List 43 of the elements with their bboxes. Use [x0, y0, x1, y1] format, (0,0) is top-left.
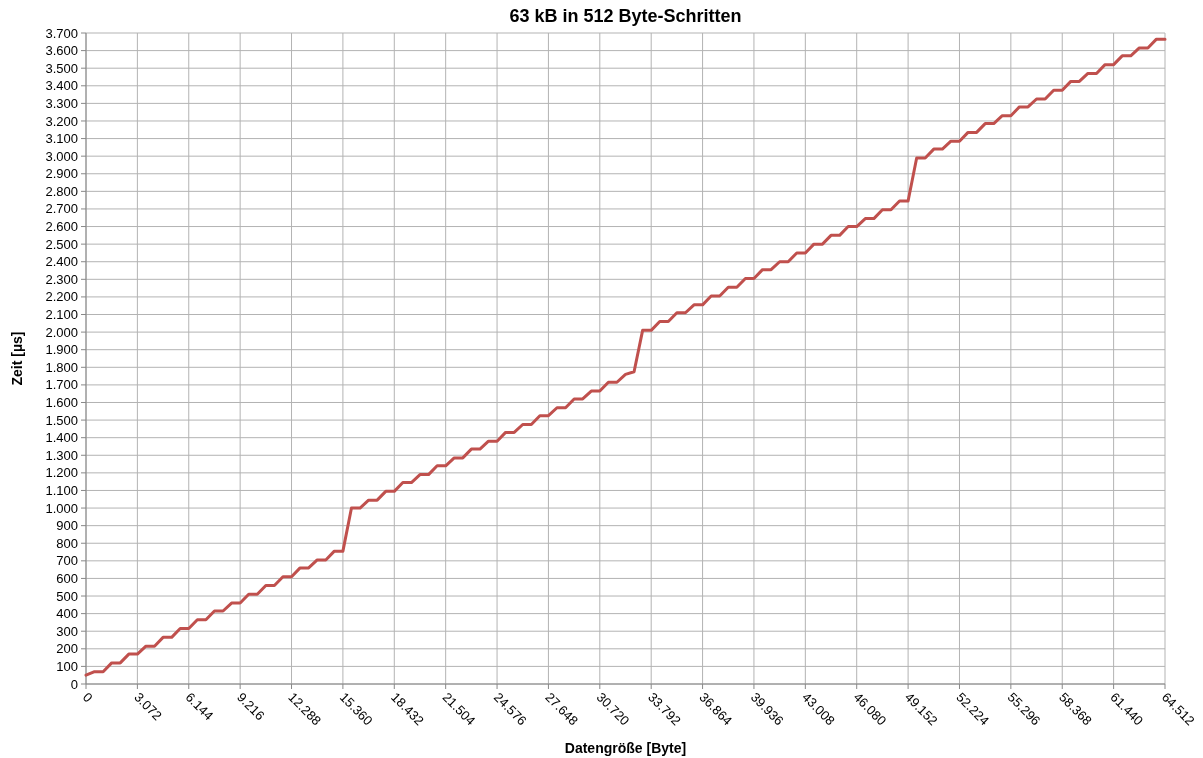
y-tick-label: 2.700	[45, 201, 78, 217]
y-tick-label: 2.900	[45, 166, 78, 182]
y-tick-label: 1.800	[45, 359, 78, 375]
y-tick-label: 3.100	[45, 131, 78, 147]
line-series	[84, 37, 1167, 677]
y-tick-label: 100	[56, 658, 78, 674]
y-tick-label: 600	[56, 570, 78, 586]
y-tick-label: 200	[56, 641, 78, 657]
y-tick-label: 900	[56, 518, 78, 534]
y-tick-label: 1.700	[45, 377, 78, 393]
y-tick-label: 3.400	[45, 78, 78, 94]
y-tick-label: 3.600	[45, 43, 78, 59]
y-tick-label: 2.300	[45, 271, 78, 287]
y-tick-label: 3.500	[45, 60, 78, 76]
y-tick-label: 2.800	[45, 183, 78, 199]
x-axis-title: Datengröße [Byte]	[564, 740, 687, 756]
y-tick-label: 1.300	[45, 447, 78, 463]
y-axis-title: Zeit [µs]	[9, 331, 25, 386]
y-tick-label: 2.400	[45, 254, 78, 270]
y-tick-label: 0	[70, 676, 78, 692]
y-tick-label: 1.200	[45, 465, 78, 481]
y-tick-label: 3.700	[45, 25, 78, 41]
y-tick-label: 3.300	[45, 95, 78, 111]
y-tick-label: 300	[56, 623, 78, 639]
y-tick-label: 1.000	[45, 500, 78, 516]
y-tick-label: 1.900	[45, 342, 78, 358]
y-tick-label: 800	[56, 535, 78, 551]
y-tick-label: 2.100	[45, 307, 78, 323]
y-tick-label: 1.400	[45, 430, 78, 446]
y-tick-label: 2.600	[45, 219, 78, 235]
y-tick-label: 2.500	[45, 236, 78, 252]
x-tick-label: 0	[79, 689, 96, 706]
y-tick-label: 500	[56, 588, 78, 604]
y-tick-label: 1.100	[45, 483, 78, 499]
chart-title: 63 kB in 512 Byte-Schritten	[509, 6, 742, 26]
y-tick-label: 700	[56, 553, 78, 569]
y-tick-label: 1.500	[45, 412, 78, 428]
y-tick-label: 1.600	[45, 395, 78, 411]
y-tick-label: 3.200	[45, 113, 78, 129]
y-tick-label: 2.000	[45, 324, 78, 340]
y-tick-label: 2.200	[45, 289, 78, 305]
y-tick-label: 400	[56, 606, 78, 622]
y-tick-label: 3.000	[45, 148, 78, 164]
